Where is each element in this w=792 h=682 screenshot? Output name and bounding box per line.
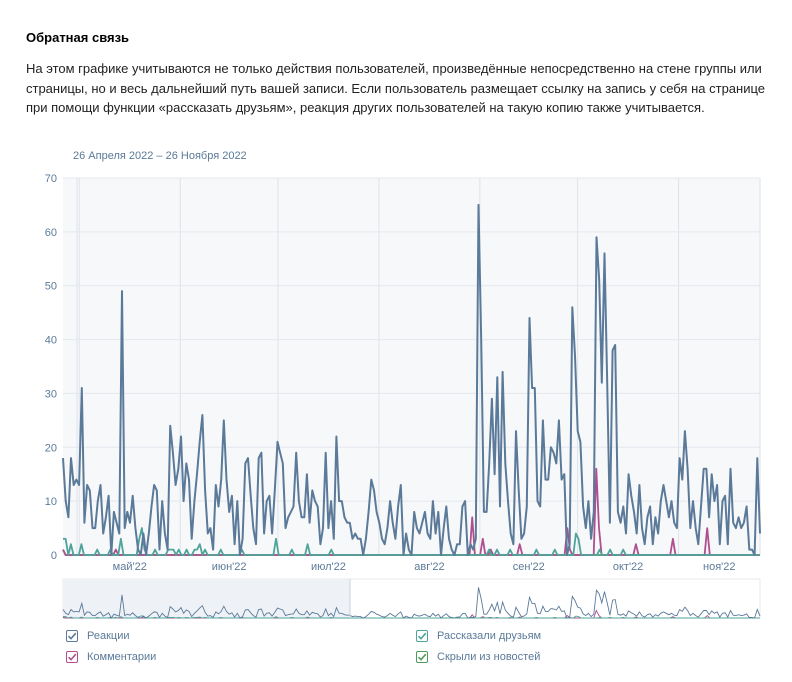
legend-label: Комментарии (87, 651, 157, 663)
x-tick-label: ноя'22 (703, 561, 735, 573)
feedback-chart[interactable]: 0 10 20 30 40 50 60 70 май'22 июн'22 июл'22 авг'22… (0, 165, 792, 625)
y-tick-label: 30 (45, 388, 57, 400)
legend-label: Рассказали друзьям (437, 630, 542, 642)
range-navigator[interactable] (62, 578, 761, 619)
y-tick-label: 60 (45, 227, 57, 239)
y-tick-label: 20 (45, 442, 57, 454)
checkbox-checked-icon[interactable] (66, 630, 78, 642)
plot-area (63, 178, 760, 555)
x-tick-label: июн'22 (212, 561, 247, 573)
x-tick-label: авг'22 (414, 561, 444, 573)
y-tick-label: 50 (45, 281, 57, 293)
navigator-series-line (62, 587, 761, 619)
series-line (62, 203, 761, 556)
y-tick-label: 0 (51, 550, 57, 562)
date-range-label: 26 Апреля 2022 – 26 Ноября 2022 (73, 150, 247, 162)
x-tick-label: окт'22 (613, 561, 643, 573)
x-tick-label: сен'22 (513, 561, 545, 573)
legend-label: Скрыли из новостей (437, 651, 541, 663)
y-tick-label: 10 (45, 496, 57, 508)
legend-item-shared[interactable]: Рассказали друзьям (416, 630, 541, 642)
section-description: На этом графике учитываются не только де… (26, 61, 765, 115)
legend-item-reactions[interactable]: Реакции (66, 630, 130, 642)
x-tick-label: май'22 (113, 561, 147, 573)
x-tick-label: июл'22 (311, 561, 346, 573)
y-tick-label: 40 (45, 335, 57, 347)
navigator-selection[interactable] (63, 579, 350, 618)
legend-item-comments[interactable]: Комментарии (66, 651, 156, 663)
checkbox-checked-icon[interactable] (66, 651, 78, 663)
y-axis-labels: 0 10 20 30 40 50 60 70 (45, 173, 57, 562)
legend-item-hidden[interactable]: Скрыли из новостей (416, 651, 540, 663)
checkbox-checked-icon[interactable] (416, 651, 428, 663)
x-axis-labels: май'22 июн'22 июл'22 авг'22 сен'22 окт'22 ноя'… (113, 561, 736, 573)
checkbox-checked-icon[interactable] (416, 630, 428, 642)
y-tick-label: 70 (45, 173, 57, 185)
series-lines (62, 203, 761, 556)
section-title: Обратная связь (26, 30, 130, 45)
legend-label: Реакции (87, 630, 130, 642)
